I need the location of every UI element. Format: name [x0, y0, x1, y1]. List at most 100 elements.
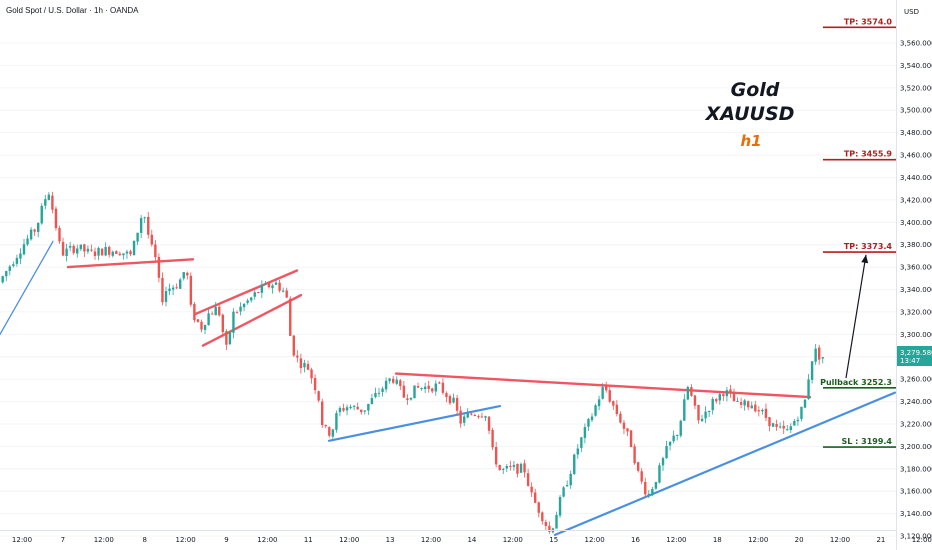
candle-body	[193, 303, 196, 321]
candle-body	[136, 232, 139, 242]
candle-body	[743, 400, 746, 406]
candle-body	[821, 357, 824, 359]
candle-body	[175, 287, 178, 289]
candle-body	[118, 253, 122, 256]
level-label: TP: 3455.9	[844, 150, 893, 159]
candle-body	[8, 266, 11, 271]
candle-body	[431, 388, 434, 392]
candle-body	[707, 411, 711, 413]
candle-body	[541, 512, 544, 522]
candle-body	[800, 406, 803, 419]
candle-body	[754, 404, 757, 412]
candle-body	[317, 391, 320, 401]
candle-body	[370, 398, 374, 405]
candle-body	[285, 290, 288, 298]
candle-body	[271, 285, 274, 289]
title-xauusd: XAUUSD	[705, 103, 795, 125]
candle-body	[399, 380, 402, 387]
candle-body	[672, 435, 675, 442]
price-tick-label: 3,360.000	[900, 264, 932, 272]
candle-body	[122, 253, 125, 256]
price-tick-label: 3,560.000	[900, 40, 932, 48]
price-tick-label: 3,140.000	[900, 510, 932, 518]
price-axis[interactable]: 3,560.000 3,540.000 3,520.000 3,500.000 3,48…	[900, 40, 932, 541]
candle-body	[367, 403, 370, 411]
candle-body	[764, 408, 768, 418]
candle-body	[661, 458, 665, 466]
candle-body	[186, 272, 189, 276]
time-axis[interactable]: 12:00 7 12:00 8 12:00 9 12:00 11 12:00 13 12:00 14 1…	[12, 536, 932, 544]
candle-body	[423, 386, 427, 390]
support-trendline	[0, 240, 54, 335]
candle-body	[796, 419, 800, 422]
level-label: Pullback 3252.3	[820, 378, 892, 387]
candle-body	[484, 416, 487, 418]
candle-body	[494, 447, 498, 465]
candle-body	[44, 199, 47, 206]
candle-body	[125, 251, 129, 254]
candle-body	[164, 291, 168, 302]
candle-body	[619, 413, 622, 423]
candle-body	[605, 386, 608, 391]
support-trendline	[553, 391, 897, 537]
candle-body	[775, 423, 778, 427]
price-tick-label: 3,520.000	[900, 84, 932, 92]
candle-body	[61, 241, 65, 256]
projection-arrow	[845, 254, 867, 379]
candle-body	[665, 445, 668, 459]
time-tick-label: 16	[631, 536, 640, 544]
time-tick-label: 12:00	[503, 536, 523, 544]
candle-body	[480, 416, 484, 418]
candle-body	[587, 419, 590, 427]
candle-body	[612, 401, 615, 406]
price-tick-label: 3,540.000	[900, 62, 932, 70]
candle-body	[509, 465, 512, 467]
candle-body	[690, 387, 693, 396]
candle-body	[590, 416, 594, 421]
candle-body	[807, 379, 810, 399]
candle-body	[51, 195, 54, 210]
time-tick-label: 12:00	[176, 536, 196, 544]
level-label: SL : 3199.4	[842, 437, 893, 446]
candle-body	[555, 514, 558, 529]
candle-body	[58, 228, 61, 242]
candle-body	[65, 248, 68, 257]
candle-body	[179, 279, 182, 289]
candle-body	[544, 521, 548, 526]
candle-body	[381, 388, 384, 393]
candle-body	[171, 287, 175, 290]
candle-body	[235, 312, 239, 314]
candle-body	[388, 378, 391, 382]
candle-body	[622, 422, 626, 429]
candle-body	[452, 397, 455, 403]
candle-body	[700, 418, 704, 422]
candle-body	[303, 362, 306, 368]
candle-body	[267, 282, 271, 288]
candle-body	[289, 298, 292, 336]
candle-body	[139, 218, 143, 233]
current-price-tag: 3,279.580 13:47	[897, 346, 932, 366]
candle-body	[416, 386, 420, 388]
candle-body	[83, 244, 86, 252]
price-tick-label: 3,500.000	[900, 107, 932, 115]
time-tick-label: 14	[467, 536, 476, 544]
candle-body	[40, 205, 43, 224]
candle-body	[97, 247, 100, 256]
time-tick-label: 11	[304, 536, 313, 544]
candle-body	[221, 314, 224, 333]
candle-body	[239, 306, 242, 312]
candle-body	[814, 348, 817, 362]
candle-body	[264, 283, 267, 285]
candle-body	[161, 277, 164, 303]
candle-body	[636, 462, 640, 471]
candle-body	[420, 388, 423, 390]
candle-body	[189, 275, 193, 305]
candle-body	[640, 471, 643, 482]
level-label: TP: 3373.4	[844, 242, 893, 251]
candle-body	[352, 405, 356, 407]
candle-body	[22, 244, 26, 255]
candle-body	[203, 324, 207, 330]
candle-body	[292, 335, 295, 356]
candle-body	[516, 463, 519, 474]
